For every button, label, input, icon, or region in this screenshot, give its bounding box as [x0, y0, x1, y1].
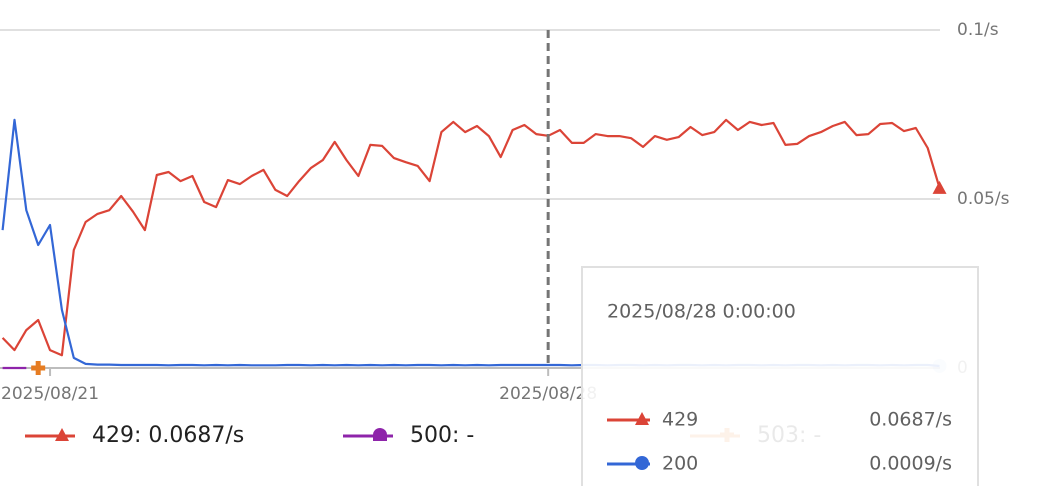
- x-tick-label: 2025/08/28: [499, 384, 597, 404]
- tooltip-series-name: 200: [662, 453, 698, 475]
- tooltip-value: 0.0009/s: [869, 453, 952, 475]
- tooltip-value: 0.0687/s: [869, 409, 952, 431]
- y-tick-label: 0.1/s: [957, 20, 999, 40]
- tooltip-swatch-marker: [635, 456, 649, 470]
- tooltip-title: 2025/08/28 0:00:00: [607, 301, 796, 323]
- tooltip: 2025/08/28 0:00:00 429 0.0687/s 200 0.0009/s: [581, 266, 979, 486]
- series-line: [1, 118, 941, 357]
- tooltip-swatch-marker: [635, 412, 649, 425]
- series-end-marker: [31, 361, 46, 375]
- x-tick-label: 2025/08/21: [1, 384, 99, 404]
- series-end-marker: [932, 180, 947, 194]
- legend-marker: [373, 428, 387, 441]
- y-tick-label: 0.05/s: [957, 189, 1010, 209]
- legend-label: 429: 0.0687/s: [92, 423, 244, 448]
- tooltip-box: [581, 266, 979, 486]
- legend-marker: [55, 428, 69, 441]
- legend-label: 500: -: [410, 423, 474, 448]
- tooltip-series-name: 429: [662, 409, 698, 431]
